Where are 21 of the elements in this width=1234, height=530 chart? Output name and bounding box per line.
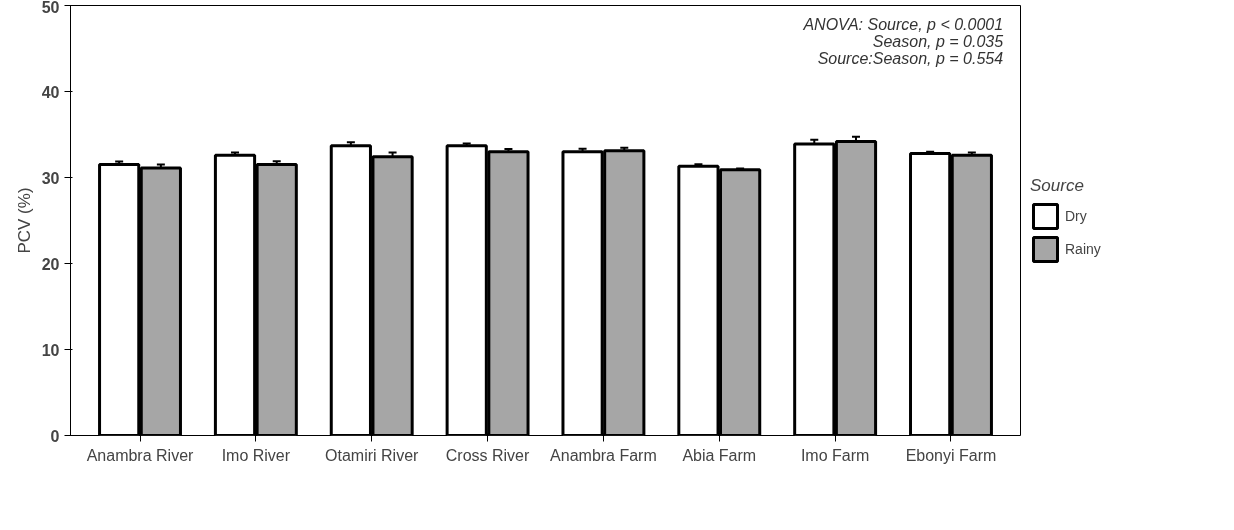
annotation: Source:Season, p = 0.554 <box>817 50 1004 68</box>
y-tick-label: 30 <box>41 169 60 187</box>
y-tick-label: 10 <box>41 341 60 359</box>
y-tick-label: 20 <box>41 255 60 273</box>
legend-title: Source <box>1030 176 1085 196</box>
y-tick-label: 40 <box>41 83 60 101</box>
x-tick-label: Cross River <box>445 446 531 464</box>
annotation: Season, p = 0.035 <box>872 33 1004 51</box>
legend-label: Dry <box>1065 208 1087 224</box>
y-tick-label: 50 <box>41 0 60 16</box>
x-tick-label: Imo Farm <box>800 446 870 464</box>
x-tick-label: Anambra Farm <box>550 446 657 464</box>
annotation: ANOVA: Source, p < 0.0001 <box>802 15 1004 33</box>
legend-label: Rainy <box>1065 241 1101 257</box>
x-tick-label: Imo River <box>221 446 291 464</box>
x-tick-label: Otamiri River <box>325 446 420 464</box>
y-axis-title: PCV (%) <box>14 187 34 254</box>
x-tick-label: Anambra River <box>86 446 195 464</box>
x-tick-label: Abia Farm <box>682 446 757 464</box>
x-tick-label: Ebonyi Farm <box>905 446 997 464</box>
y-tick-label: 0 <box>50 427 60 445</box>
